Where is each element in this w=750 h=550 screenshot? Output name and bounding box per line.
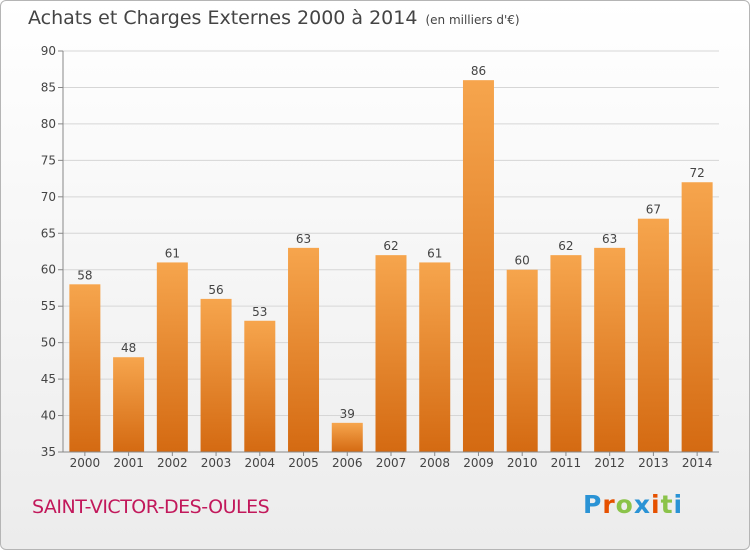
bars-group: [69, 80, 713, 452]
bar-value-label: 72: [689, 166, 704, 180]
y-tick-label: 60: [41, 263, 56, 277]
bar-value-label: 58: [77, 268, 92, 282]
bar: [637, 218, 669, 452]
y-tick-label: 35: [41, 445, 56, 459]
bar: [506, 269, 538, 452]
title-text: Achats et Charges Externes 2000 à 2014: [28, 7, 418, 29]
x-axis: 2000 2001 2002 2003 2004 2005 2006 2007 2008 2009…: [63, 451, 719, 470]
y-axis: 35 40 45 50 55 60 65 70 75 80 85 90: [41, 44, 64, 459]
logo-letter: r: [602, 490, 616, 519]
x-tick-label: 2003: [201, 456, 232, 470]
logo-letter: i: [673, 490, 684, 519]
x-tick-label: 2010: [507, 456, 538, 470]
bar-value-label: 61: [427, 246, 442, 260]
x-tick-label: 2001: [113, 456, 144, 470]
x-tick-label: 2000: [70, 456, 101, 470]
bar-value-label: 48: [121, 341, 136, 355]
y-tick-label: 85: [41, 80, 56, 94]
x-tick-label: 2008: [419, 456, 450, 470]
y-tick-label: 80: [41, 117, 56, 131]
bar: [594, 247, 626, 452]
x-tick-label: 2007: [376, 456, 407, 470]
bar: [69, 284, 101, 452]
bar: [462, 80, 494, 452]
y-tick-label: 90: [41, 44, 56, 58]
logo-letter: t: [660, 490, 674, 519]
x-tick-label: 2006: [332, 456, 363, 470]
x-tick-label: 2009: [463, 456, 494, 470]
bar: [419, 262, 451, 452]
y-tick-label: 70: [41, 190, 56, 204]
bar-value-label: 63: [602, 232, 617, 246]
x-tick-label: 2014: [682, 456, 713, 470]
x-tick-label: 2004: [245, 456, 276, 470]
bar-value-label: 67: [646, 203, 661, 217]
bar-value-label: 62: [383, 239, 398, 253]
bar: [375, 255, 407, 452]
bar: [681, 182, 713, 452]
bar: [244, 320, 276, 452]
bar-value-label: 86: [471, 64, 486, 78]
bar-value-label: 60: [515, 254, 530, 268]
x-tick-label: 2012: [594, 456, 625, 470]
x-tick-label: 2002: [157, 456, 188, 470]
commune-name: SAINT-VICTOR-DES-OULES: [32, 496, 270, 518]
logo-letter: i: [651, 490, 661, 519]
bar-value-label: 63: [296, 232, 311, 246]
logo-letter: P: [583, 490, 603, 519]
logo-letter: o: [615, 490, 634, 519]
bar-value-label: 56: [208, 283, 223, 297]
bar-value-label: 61: [165, 246, 180, 260]
y-tick-label: 75: [41, 153, 56, 167]
bar: [288, 247, 320, 452]
y-tick-label: 40: [41, 409, 56, 423]
title-unit: (en milliers d'€): [425, 13, 520, 27]
value-labels: 58 48 61 56 53 63 39 62 61 86 60 62 63 67 72: [77, 64, 705, 421]
bar: [156, 262, 188, 452]
proxiti-logo: Proxiti: [583, 490, 683, 519]
bar-value-label: 53: [252, 305, 267, 319]
bar: [331, 422, 363, 452]
chart-title: Achats et Charges Externes 2000 à 2014 (e…: [28, 7, 520, 29]
y-tick-label: 45: [41, 372, 56, 386]
y-tick-label: 55: [41, 299, 56, 313]
x-tick-label: 2005: [288, 456, 319, 470]
x-tick-label: 2011: [551, 456, 582, 470]
bar: [200, 298, 232, 452]
y-tick-label: 50: [41, 336, 56, 350]
logo-letter: x: [633, 490, 651, 519]
bar-value-label: 39: [340, 407, 355, 421]
bar: [550, 255, 582, 452]
x-tick-label: 2013: [638, 456, 669, 470]
bar-value-label: 62: [558, 239, 573, 253]
y-tick-label: 65: [41, 226, 56, 240]
bar: [113, 357, 145, 452]
